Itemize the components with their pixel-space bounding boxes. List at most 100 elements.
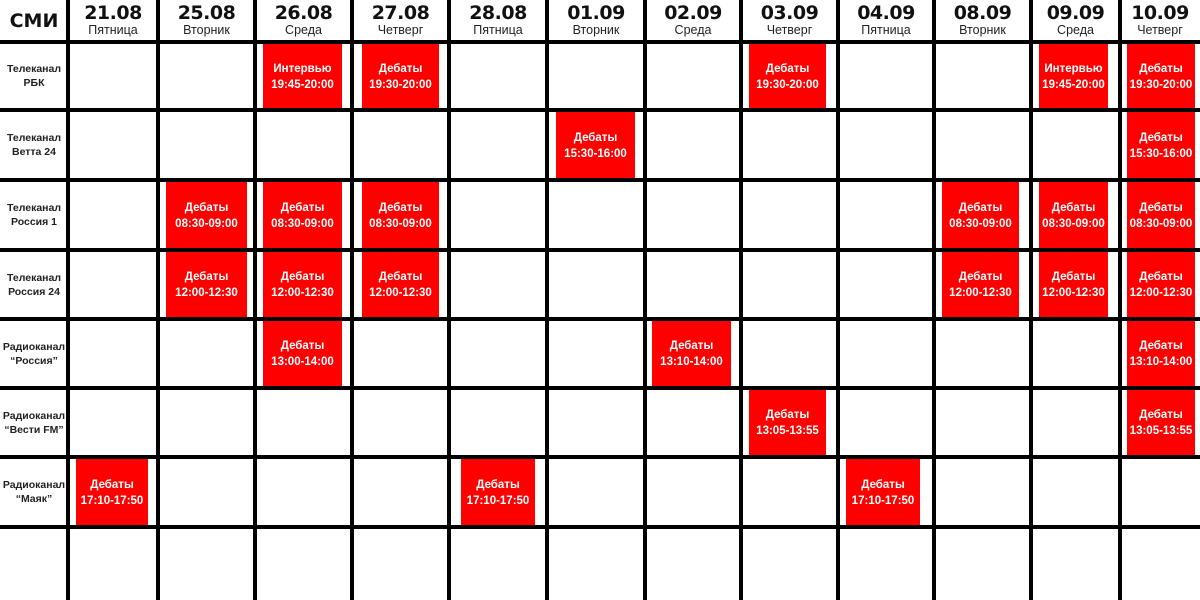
event-time: 19:30-20:00 bbox=[1129, 78, 1193, 91]
media-name: Радиоканал “Россия” bbox=[0, 319, 68, 388]
event-block[interactable]: Дебаты 12:00-12:30 bbox=[166, 252, 247, 318]
grid-line-vertical bbox=[253, 0, 257, 600]
event-block[interactable]: Дебаты 13:05-13:55 bbox=[749, 390, 826, 456]
date-label: 26.08 bbox=[274, 1, 333, 24]
event-type: Интервью bbox=[273, 62, 332, 75]
date-label: 25.08 bbox=[177, 1, 236, 24]
date-label: 04.09 bbox=[857, 1, 915, 24]
event-time: 19:30-20:00 bbox=[756, 78, 819, 91]
grid-line-horizontal bbox=[0, 525, 1200, 529]
event-type: Дебаты bbox=[90, 478, 134, 491]
event-time: 08:30-09:00 bbox=[175, 217, 238, 230]
event-time: 19:45-20:00 bbox=[271, 78, 334, 91]
event-time: 19:45-20:00 bbox=[1042, 78, 1105, 91]
media-name: Телеканал Ветта 24 bbox=[0, 110, 68, 180]
weekday-label: Среда bbox=[1057, 22, 1094, 37]
event-time: 12:00-12:30 bbox=[271, 287, 334, 299]
event-block[interactable]: Дебаты 12:00-12:30 bbox=[1127, 252, 1195, 318]
grid-line-vertical bbox=[156, 0, 160, 600]
event-type: Дебаты bbox=[184, 271, 229, 283]
date-label: 08.09 bbox=[953, 1, 1012, 24]
date-header: 21.08 Пятница bbox=[70, 0, 156, 40]
event-block[interactable]: Дебаты 17:10-17:50 bbox=[846, 459, 920, 526]
media-line: Телеканал bbox=[6, 132, 62, 144]
media-line: Россия 24 bbox=[8, 285, 60, 298]
media-line: Радиоканал bbox=[2, 409, 66, 422]
event-type: Дебаты bbox=[958, 271, 1003, 283]
event-time: 13:00-14:00 bbox=[271, 356, 334, 368]
event-type: Дебаты bbox=[378, 201, 423, 214]
event-type: Дебаты bbox=[1051, 271, 1096, 283]
event-time: 08:30-09:00 bbox=[369, 217, 432, 230]
event-block[interactable]: Дебаты 08:30-09:00 bbox=[1127, 182, 1195, 249]
event-type: Дебаты bbox=[1139, 409, 1183, 421]
event-type: Дебаты bbox=[280, 201, 325, 214]
event-block[interactable]: Интервью 19:45-20:00 bbox=[263, 44, 342, 109]
event-time: 13:10-14:00 bbox=[1129, 356, 1193, 368]
date-label: 03.09 bbox=[760, 1, 819, 24]
date-label: 09.09 bbox=[1046, 1, 1105, 24]
event-block[interactable]: Дебаты 17:10-17:50 bbox=[461, 459, 535, 526]
weekday-label: Пятница bbox=[861, 22, 911, 37]
event-type: Дебаты bbox=[1051, 201, 1096, 214]
media-name: Радиоканал “Маяк” bbox=[0, 457, 68, 527]
date-label: 27.08 bbox=[371, 1, 430, 24]
grid-line-vertical bbox=[1029, 0, 1033, 600]
event-block[interactable]: Дебаты 12:00-12:30 bbox=[263, 252, 342, 318]
event-block[interactable]: Дебаты 12:00-12:30 bbox=[362, 252, 439, 318]
event-block[interactable]: Дебаты 19:30-20:00 bbox=[749, 44, 826, 109]
event-block[interactable]: Дебаты 12:00-12:30 bbox=[1039, 252, 1108, 318]
event-block[interactable]: Дебаты 08:30-09:00 bbox=[1039, 182, 1108, 249]
event-block[interactable]: Интервью 19:45-20:00 bbox=[1039, 44, 1108, 109]
date-header: 04.09 Пятница bbox=[840, 0, 932, 40]
event-block[interactable]: Дебаты 13:00-14:00 bbox=[263, 321, 342, 387]
grid-line-horizontal bbox=[0, 386, 1200, 390]
event-block[interactable]: Дебаты 08:30-09:00 bbox=[166, 182, 247, 249]
event-time: 12:00-12:30 bbox=[1042, 287, 1105, 299]
date-header: 28.08 Пятница bbox=[451, 0, 545, 40]
date-label: 10.09 bbox=[1131, 1, 1189, 24]
date-label: 28.08 bbox=[469, 1, 527, 24]
event-block[interactable]: Дебаты 19:30-20:00 bbox=[362, 44, 439, 109]
date-label: 01.09 bbox=[567, 1, 625, 24]
event-block[interactable]: Дебаты 17:10-17:50 bbox=[76, 459, 148, 526]
event-type: Дебаты bbox=[280, 340, 325, 352]
event-block[interactable]: Дебаты 15:30-16:00 bbox=[1127, 112, 1195, 179]
event-block[interactable]: Дебаты 13:10-14:00 bbox=[652, 321, 731, 387]
event-time: 19:30-20:00 bbox=[369, 78, 432, 91]
media-line: Радиоканал bbox=[2, 340, 66, 353]
event-block[interactable]: Дебаты 13:10-14:00 bbox=[1127, 321, 1195, 387]
event-type: Дебаты bbox=[184, 201, 229, 214]
weekday-label: Четверг bbox=[1137, 22, 1183, 37]
media-line: Телеканал bbox=[6, 271, 62, 284]
corner-label: СМИ bbox=[9, 10, 59, 32]
media-line: РБК bbox=[23, 77, 45, 89]
event-time: 08:30-09:00 bbox=[949, 217, 1012, 230]
event-type: Дебаты bbox=[280, 271, 325, 283]
event-block[interactable]: Дебаты 08:30-09:00 bbox=[362, 182, 439, 249]
weekday-label: Среда bbox=[285, 22, 322, 37]
media-line: Россия 1 bbox=[10, 216, 58, 228]
event-block[interactable]: Дебаты 12:00-12:30 bbox=[942, 252, 1019, 318]
event-type: Дебаты bbox=[669, 340, 714, 352]
grid-line-horizontal bbox=[0, 248, 1200, 252]
event-block[interactable]: Дебаты 19:30-20:00 bbox=[1127, 44, 1195, 109]
event-block[interactable]: Дебаты 15:30-16:00 bbox=[556, 112, 635, 179]
media-name: Телеканал Россия 24 bbox=[0, 250, 68, 319]
event-time: 15:30-16:00 bbox=[564, 147, 627, 160]
date-header: 09.09 Среда bbox=[1033, 0, 1118, 40]
event-type: Дебаты bbox=[378, 62, 423, 75]
grid-line-vertical bbox=[545, 0, 549, 600]
event-block[interactable]: Дебаты 08:30-09:00 bbox=[942, 182, 1019, 249]
event-time: 13:10-14:00 bbox=[660, 356, 723, 368]
grid-line-vertical bbox=[447, 0, 451, 600]
media-line: “Маяк” bbox=[15, 493, 53, 505]
event-block[interactable]: Дебаты 13:05-13:55 bbox=[1127, 390, 1195, 456]
media-name: Радиоканал “Вести FM” bbox=[0, 388, 68, 457]
event-block[interactable]: Дебаты 08:30-09:00 bbox=[263, 182, 342, 249]
event-type: Интервью bbox=[1044, 62, 1103, 75]
event-type: Дебаты bbox=[1139, 271, 1183, 283]
grid-line-horizontal bbox=[0, 108, 1200, 112]
event-time: 12:00-12:30 bbox=[1129, 287, 1193, 299]
event-type: Дебаты bbox=[1139, 201, 1183, 214]
